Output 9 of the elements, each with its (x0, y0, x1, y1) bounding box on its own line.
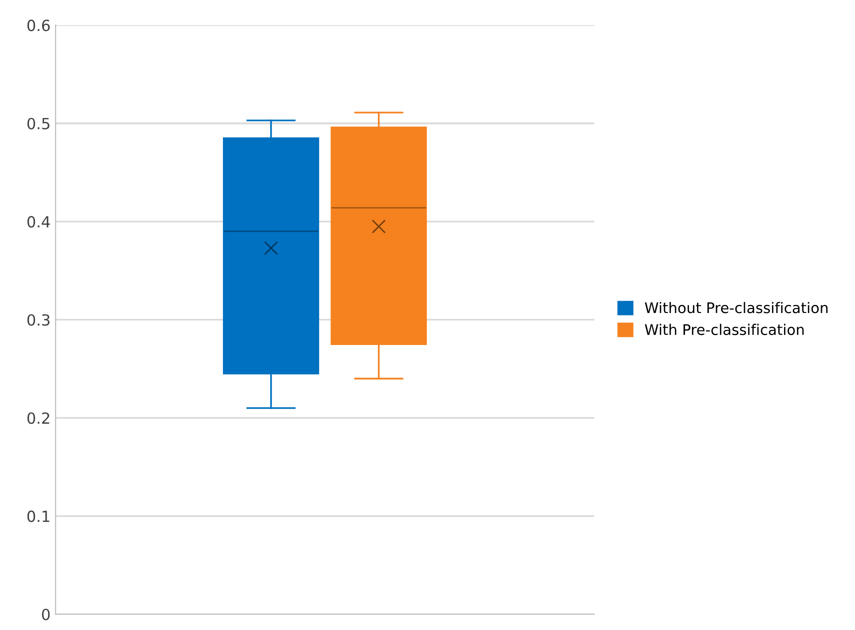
legend-label: With Pre-classification (644, 324, 804, 336)
y-tick-label: 0 (42, 608, 50, 620)
y-tick-label: 0.5 (27, 118, 50, 130)
y-tick-label: 0.4 (27, 216, 50, 228)
legend-label: Without Pre-classification (644, 302, 828, 314)
y-tick-label: 0.6 (27, 20, 50, 32)
y-tick-label: 0.2 (27, 412, 50, 424)
y-tick-label: 0.1 (27, 510, 50, 522)
y-tick-label: 0.3 (27, 314, 50, 326)
